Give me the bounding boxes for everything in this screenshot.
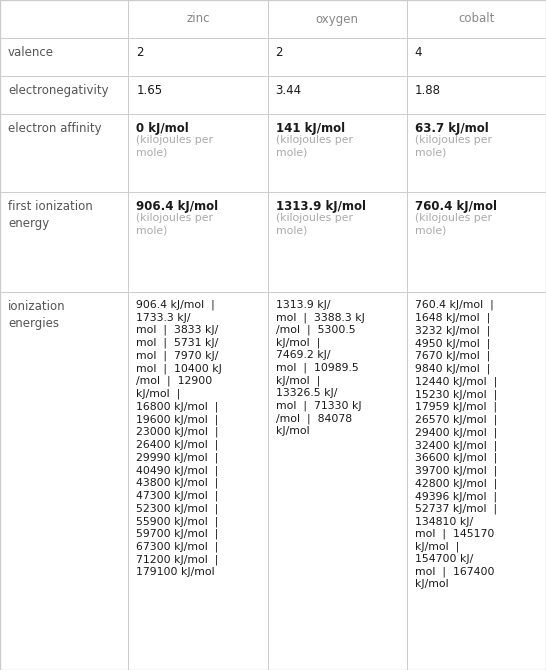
- Text: (kilojoules per
mole): (kilojoules per mole): [415, 135, 492, 157]
- Text: (kilojoules per
mole): (kilojoules per mole): [276, 213, 353, 235]
- Text: (kilojoules per
mole): (kilojoules per mole): [136, 213, 213, 235]
- Text: 141 kJ/mol: 141 kJ/mol: [276, 122, 345, 135]
- Text: first ionization
energy: first ionization energy: [8, 200, 93, 230]
- Text: 1313.9 kJ/
mol  |  3388.3 kJ
/mol  |  5300.5
kJ/mol  |
7469.2 kJ/
mol  |  10989.: 1313.9 kJ/ mol | 3388.3 kJ /mol | 5300.5…: [276, 300, 364, 436]
- Text: 3.44: 3.44: [276, 84, 301, 97]
- Text: 906.4 kJ/mol  |
1733.3 kJ/
mol  |  3833 kJ/
mol  |  5731 kJ/
mol  |  7970 kJ/
mo: 906.4 kJ/mol | 1733.3 kJ/ mol | 3833 kJ/…: [136, 300, 222, 577]
- Text: valence: valence: [8, 46, 54, 59]
- Text: electronegativity: electronegativity: [8, 84, 109, 97]
- Text: 2: 2: [276, 46, 283, 59]
- Text: 760.4 kJ/mol  |
1648 kJ/mol  |
3232 kJ/mol  |
4950 kJ/mol  |
7670 kJ/mol  |
9840: 760.4 kJ/mol | 1648 kJ/mol | 3232 kJ/mol…: [415, 300, 497, 590]
- Text: 906.4 kJ/mol: 906.4 kJ/mol: [136, 200, 218, 213]
- Text: (kilojoules per
mole): (kilojoules per mole): [415, 213, 492, 235]
- Text: 63.7 kJ/mol: 63.7 kJ/mol: [415, 122, 489, 135]
- Text: 4: 4: [415, 46, 422, 59]
- Text: electron affinity: electron affinity: [8, 122, 102, 135]
- Text: 1.65: 1.65: [136, 84, 163, 97]
- Text: (kilojoules per
mole): (kilojoules per mole): [276, 135, 353, 157]
- Text: cobalt: cobalt: [458, 13, 495, 25]
- Text: zinc: zinc: [186, 13, 210, 25]
- Text: 760.4 kJ/mol: 760.4 kJ/mol: [415, 200, 497, 213]
- Text: 0 kJ/mol: 0 kJ/mol: [136, 122, 189, 135]
- Text: 1.88: 1.88: [415, 84, 441, 97]
- Text: 1313.9 kJ/mol: 1313.9 kJ/mol: [276, 200, 365, 213]
- Text: ionization
energies: ionization energies: [8, 300, 66, 330]
- Text: oxygen: oxygen: [316, 13, 359, 25]
- Text: (kilojoules per
mole): (kilojoules per mole): [136, 135, 213, 157]
- Text: 2: 2: [136, 46, 144, 59]
